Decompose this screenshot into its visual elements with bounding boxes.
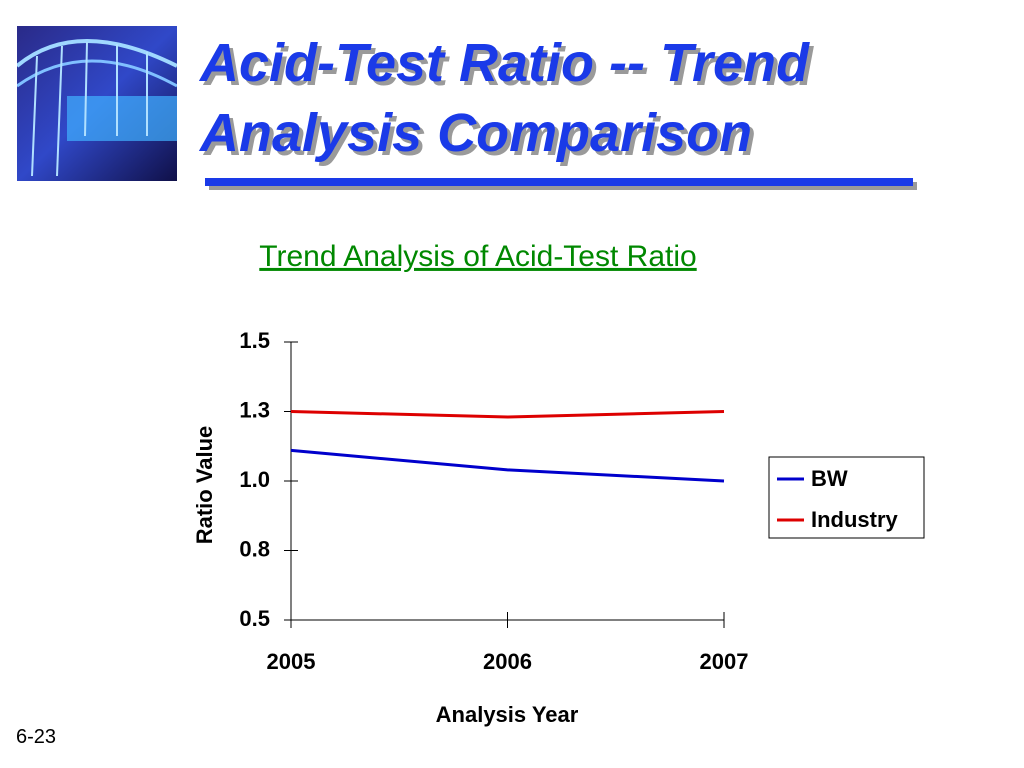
x-tick-label: 2005	[267, 649, 316, 674]
bridge-image	[17, 26, 177, 181]
y-tick-label: 0.8	[239, 536, 270, 561]
line-series	[290, 410, 725, 419]
line-series	[290, 448, 725, 483]
y-tick-label: 1.5	[239, 328, 270, 353]
legend-label: Industry	[811, 507, 899, 532]
page-number: 6-23	[16, 726, 57, 748]
chart-title: Trend Analysis of Acid-Test Ratio	[259, 240, 696, 273]
y-axis-label: Ratio Value	[192, 426, 217, 545]
y-tick-label: 1.3	[239, 397, 270, 422]
legend-box	[768, 456, 925, 539]
y-tick-label: 0.5	[239, 606, 270, 631]
x-tick-label: 2007	[700, 649, 749, 674]
legend-label: BW	[811, 466, 848, 491]
slide-title: Acid-Test Ratio -- Trend Analysis Compar…	[200, 33, 810, 163]
x-tick-label: 2006	[483, 649, 532, 674]
x-axis-label: Analysis Year	[436, 702, 579, 727]
y-tick-label: 1.0	[239, 467, 270, 492]
title-underline	[205, 178, 913, 186]
